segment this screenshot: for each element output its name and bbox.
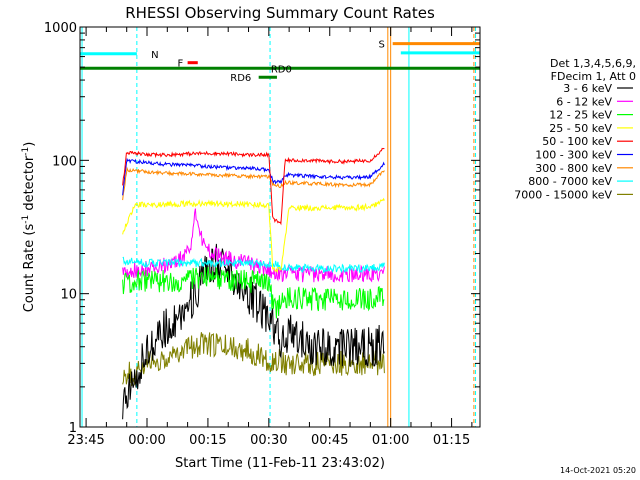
legend-entry-label: 300 - 800 keV — [535, 162, 612, 175]
x-tick-label: 01:00 — [372, 433, 409, 448]
y-label-part-1: Count Rate (s — [22, 224, 37, 313]
legend: Det 1,3,4,5,6,9, FDecim 1, Att 0 3 - 6 k… — [514, 57, 636, 201]
flag-label: F — [177, 59, 183, 70]
legend-entry-label: 25 - 50 keV — [549, 122, 612, 135]
footer-date: 14-Oct-2021 05:20 — [560, 466, 636, 475]
y-tick-label: 1 — [69, 421, 77, 436]
legend-entry-label: 3 - 6 keV — [563, 82, 612, 95]
series-line — [122, 256, 385, 274]
x-tick-label: 00:30 — [250, 433, 287, 448]
series-line — [122, 157, 385, 196]
legend-title-line-1: Det 1,3,4,5,6,9, — [550, 57, 636, 70]
series-line — [122, 197, 385, 274]
y-label-part-3: ) — [22, 142, 37, 147]
legend-title-line-2: FDecim 1, Att 0 — [551, 70, 636, 83]
legend-entry-label: 12 - 25 keV — [549, 109, 612, 122]
y-axis-label: Count Rate (s-1 detector-1) — [21, 142, 37, 313]
x-tick-label: 00:45 — [311, 433, 348, 448]
y-axis: 1 10 100 1000 — [44, 21, 480, 436]
chart-title: RHESSI Observing Summary Count Rates — [125, 4, 435, 22]
flag-label: RD6 — [230, 73, 251, 84]
legend-entry-label: 100 - 300 keV — [535, 149, 612, 162]
flag-label: RD0 — [271, 64, 292, 75]
x-tick-label: 00:15 — [189, 433, 226, 448]
flag-label: S — [378, 40, 384, 51]
y-tick-label: 1000 — [44, 21, 77, 36]
series-line — [122, 147, 385, 226]
series-line — [122, 166, 385, 201]
x-tick-label: 01:15 — [433, 433, 470, 448]
y-label-exp-2: -1 — [21, 147, 31, 156]
x-axis-label: Start Time (11-Feb-11 23:43:02) — [175, 456, 385, 471]
legend-entry-label: 7000 - 15000 keV — [514, 188, 612, 201]
plot-frame — [79, 26, 481, 428]
legend-entry-label: 6 - 12 keV — [556, 95, 612, 108]
flag-bars: N F RD0 RD6 S — [80, 40, 480, 84]
series-line — [122, 332, 385, 387]
series-line — [122, 243, 385, 420]
flag-label: N — [151, 50, 158, 61]
data-series — [122, 147, 385, 420]
y-label-part-2: detector — [22, 155, 37, 215]
y-tick-label: 10 — [60, 288, 77, 303]
legend-entry-label: 800 - 7000 keV — [528, 175, 612, 188]
series-line — [122, 266, 385, 319]
legend-entry-label: 50 - 100 keV — [542, 135, 612, 148]
x-tick-label: 23:45 — [67, 433, 104, 448]
x-axis: 23:45 00:00 00:15 00:30 00:45 01:00 01:15 — [67, 27, 473, 448]
plot-area: N F RD0 RD6 S 1 10 100 1000 23:45 00:00 00:15 00:3… — [44, 21, 481, 448]
x-tick-label: 00:00 — [128, 433, 165, 448]
y-label-exp-1: -1 — [21, 215, 31, 224]
y-tick-label: 100 — [52, 154, 77, 169]
